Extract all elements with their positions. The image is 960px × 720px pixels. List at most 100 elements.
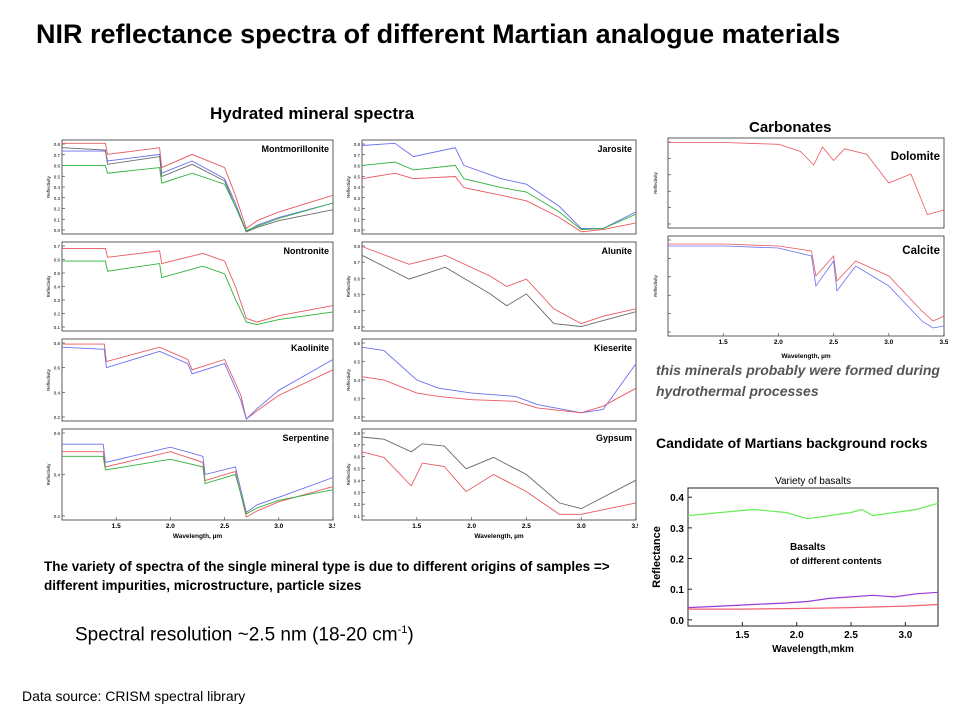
dolomite-frame xyxy=(667,137,945,229)
nontronite-ytick-label: 0.6 xyxy=(54,258,61,263)
gypsum-ytick-label: 0.6 xyxy=(354,455,361,460)
calcite-ylabel: Reflectivity xyxy=(653,274,658,297)
alunite-frame xyxy=(361,241,637,332)
kieserite-series-blue xyxy=(361,346,637,414)
nontronite-ytick-label: 0.5 xyxy=(54,271,61,276)
jarosite-series-green xyxy=(361,161,637,231)
montmorillonite-ytick-label: 0.8 xyxy=(54,142,61,147)
basalts-xtick-label: 1.5 xyxy=(735,630,749,641)
gypsum-series-red xyxy=(361,451,637,515)
nontronite-ylabel: Reflectivity xyxy=(46,275,51,298)
chart-dolomite: Reflectivity Dolomite xyxy=(648,134,948,232)
montmorillonite-ytick-label: 0.0 xyxy=(54,228,61,233)
jarosite-ytick-label: 0.2 xyxy=(354,207,361,212)
montmorillonite-ytick-label: 0.6 xyxy=(54,164,61,169)
jarosite-ytick-label: 0.1 xyxy=(354,217,361,222)
gypsum-ytick-label: 0.3 xyxy=(354,490,361,495)
serpentine-panel-label: Serpentine xyxy=(282,433,329,443)
carbonates-heading: Carbonates xyxy=(749,119,832,136)
montmorillonite-ylabel: Reflectivity xyxy=(46,175,51,198)
gypsum-ytick-label: 0.7 xyxy=(354,443,361,448)
gypsum-xlabel: Wavelength, µm xyxy=(474,533,524,540)
jarosite-ylabel: Reflectivity xyxy=(346,175,351,198)
jarosite-ytick-label: 0.8 xyxy=(354,142,361,147)
calcite-xtick-label: 3.0 xyxy=(884,339,893,346)
chart-serpentine: 0.6 0.4 0.2 Reflectivity 1.5 2.0 2.5 3.0 3.5 Wave… xyxy=(40,425,335,540)
gypsum-series-gray xyxy=(361,436,637,510)
hydrated-heading: Hydrated mineral spectra xyxy=(210,104,415,123)
gypsum-ytick-label: 0.8 xyxy=(354,431,361,436)
alunite-ytick-label: 0.4 xyxy=(354,309,361,314)
chart-kieserite: 0.6 0.5 0.4 0.3 0.2 Reflectivity Kieserite xyxy=(340,335,638,425)
alunite-ytick-label: 0.5 xyxy=(354,293,361,298)
serpentine-ytick-label: 0.4 xyxy=(54,473,61,478)
montmorillonite-series-gray xyxy=(61,147,334,233)
alunite-ytick-label: 0.8 xyxy=(354,244,361,249)
gypsum-ytick-label: 0.2 xyxy=(354,502,361,507)
nontronite-ytick-label: 0.7 xyxy=(54,244,61,249)
montmorillonite-series-blue xyxy=(62,150,334,233)
gypsum-frame xyxy=(361,428,637,521)
chart-nontronite: 0.7 0.6 0.5 0.4 0.3 0.2 0.1 Reflectivity Nontron… xyxy=(40,238,335,335)
calcite-panel-label: Calcite xyxy=(902,245,940,257)
serpentine-ylabel: Reflectivity xyxy=(46,463,51,486)
serpentine-xtick-label: 3.0 xyxy=(274,523,283,530)
montmorillonite-ytick-label: 0.4 xyxy=(54,185,61,190)
basalts-xlabel: Wavelength,mkm xyxy=(772,644,854,655)
nontronite-ytick-label: 0.4 xyxy=(54,285,61,290)
jarosite-series-blue xyxy=(361,142,637,229)
montmorillonite-ytick-label: 0.5 xyxy=(54,174,61,179)
calcite-xlabel: Wavelength, µm xyxy=(781,353,831,360)
basalts-frame xyxy=(687,487,939,627)
dolomite-series-red xyxy=(668,142,945,215)
kaolinite-ylabel: Reflectivity xyxy=(46,368,51,391)
gypsum-xtick-label: 3.5 xyxy=(631,523,638,530)
kaolinite-series-red xyxy=(62,343,334,420)
basalts-series-purple xyxy=(687,591,939,609)
jarosite-panel-label: Jarosite xyxy=(597,144,632,154)
calcite-frame xyxy=(667,235,945,337)
chart-calcite: Reflectivity 1.5 2.0 2.5 3.0 3.5 Wavelength, µ… xyxy=(648,232,948,360)
nontronite-ytick-label: 0.3 xyxy=(54,298,61,303)
gypsum-ylabel: Reflectivity xyxy=(346,463,351,486)
montmorillonite-panel-label: Montmorillonite xyxy=(262,144,330,154)
gypsum-ytick-label: 0.4 xyxy=(354,478,361,483)
kieserite-ytick-label: 0.4 xyxy=(354,378,361,383)
gypsum-panel-label: Gypsum xyxy=(596,433,632,443)
basalts-ylabel: Reflectance xyxy=(651,526,663,588)
basalts-series-basalt_green xyxy=(687,502,939,520)
jarosite-ytick-label: 0.4 xyxy=(354,185,361,190)
nontronite-ytick-label: 0.2 xyxy=(54,312,61,317)
jarosite-ytick-label: 0.6 xyxy=(354,164,361,169)
chart-montmorillonite: 0.8 0.7 0.6 0.5 0.4 0.3 0.2 0.1 0.0 Reflectivity M… xyxy=(40,136,335,238)
montmorillonite-frame xyxy=(61,139,334,235)
kaolinite-ytick-label: 0.6 xyxy=(54,366,61,371)
jarosite-ytick-label: 0.0 xyxy=(354,228,361,233)
variety-note: The variety of spectra of the single min… xyxy=(44,559,610,593)
jarosite-ytick-label: 0.7 xyxy=(354,153,361,158)
candidate-heading: Candidate of Martians background rocks xyxy=(656,435,928,451)
basalts-ytick-label: 0.4 xyxy=(670,493,684,504)
gypsum-xtick-label: 2.5 xyxy=(522,523,531,530)
kaolinite-ytick-label: 0.8 xyxy=(54,341,61,346)
serpentine-series-red xyxy=(62,451,334,518)
kieserite-ytick-label: 0.3 xyxy=(354,397,361,402)
montmorillonite-ytick-label: 0.7 xyxy=(54,153,61,158)
jarosite-ytick-label: 0.3 xyxy=(354,196,361,201)
nontronite-panel-label: Nontronite xyxy=(284,246,330,256)
calcite-xtick-label: 2.5 xyxy=(829,339,838,346)
jarosite-ytick-label: 0.5 xyxy=(354,174,361,179)
data-source: Data source: CRISM spectral library xyxy=(22,688,246,704)
basalts-xtick-label: 2.5 xyxy=(844,630,858,641)
kaolinite-ytick-label: 0.4 xyxy=(54,390,61,395)
serpentine-xtick-label: 1.5 xyxy=(112,523,121,530)
gypsum-xtick-label: 2.0 xyxy=(467,523,476,530)
montmorillonite-series-red xyxy=(62,142,334,230)
kaolinite-series-blue xyxy=(61,346,334,420)
kieserite-ytick-label: 0.2 xyxy=(354,415,361,420)
basalts-annotation: of different contents xyxy=(790,556,882,567)
alunite-ytick-label: 0.3 xyxy=(354,325,361,330)
montmorillonite-ytick-label: 0.1 xyxy=(54,217,61,222)
calcite-xtick-label: 2.0 xyxy=(774,339,783,346)
kieserite-panel-label: Kieserite xyxy=(594,343,632,353)
